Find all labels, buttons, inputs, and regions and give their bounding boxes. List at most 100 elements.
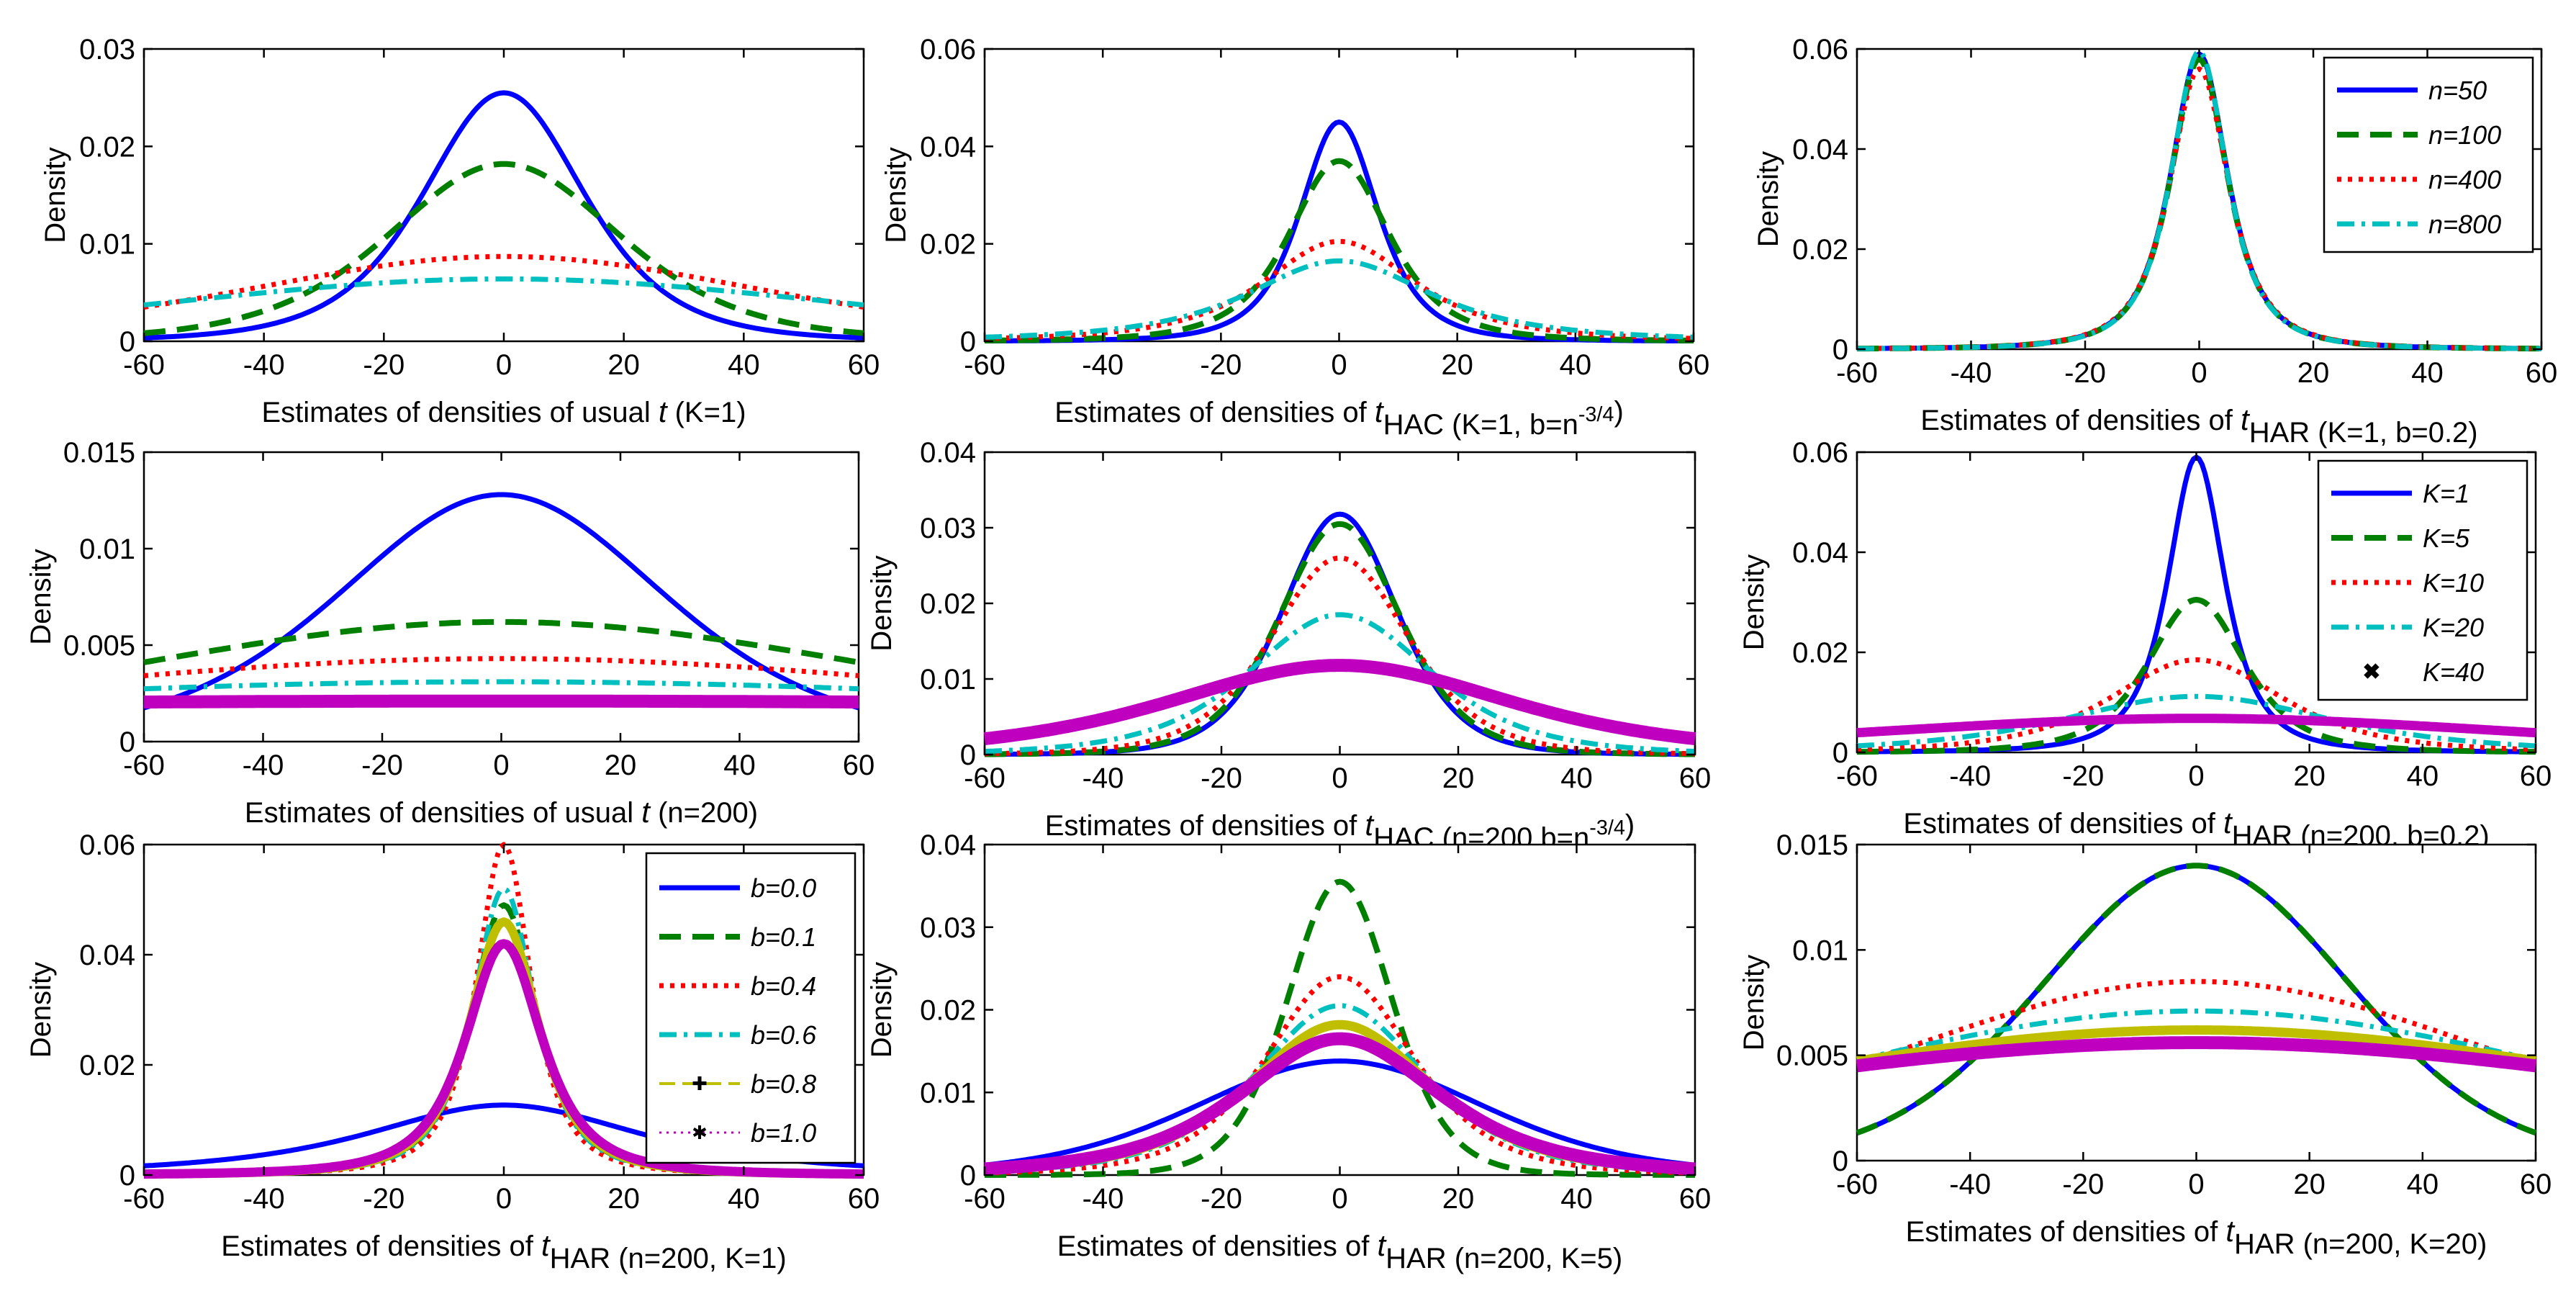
x-tick-label: -40	[243, 349, 285, 381]
series-line-n=800	[143, 276, 864, 307]
series-line-b=1.0	[981, 1032, 1699, 1176]
x-tick-label: 20	[2297, 357, 2330, 389]
y-tick-label: 0.04	[920, 131, 976, 163]
x-tick-label: 20	[1442, 1183, 1475, 1215]
x-axis-label: Estimates of densities of usual t (K=1)	[261, 395, 746, 428]
chart-panel-p32: -60 -40 -20 0 20 40 60 0 0.01 0.02 0.03 0.04 Density…	[866, 829, 1711, 1274]
series-line-K=40	[140, 694, 862, 708]
y-tick-label: 0.02	[920, 229, 976, 261]
series-line-b=1.0	[1853, 1036, 2540, 1073]
x-tick-label: -60	[964, 762, 1005, 794]
x-tick-label: 60	[2526, 357, 2558, 389]
y-axis-label: Density	[25, 962, 57, 1058]
legend-entry-label: K=20	[2423, 613, 2484, 642]
y-axis-label: Density	[1753, 151, 1784, 247]
y-axis-label: Density	[880, 147, 912, 243]
x-tick-label: 20	[607, 1183, 640, 1215]
x-axis-label: Estimates of densities of tHAR (n=200, K…	[221, 1228, 786, 1274]
x-tick-label: -40	[243, 1183, 285, 1215]
y-tick-label: 0.03	[79, 34, 135, 66]
series-line-n=100	[143, 161, 864, 336]
y-tick-label: 0.06	[920, 34, 976, 66]
chart-panel-p11: -60 -40 -20 0 20 40 60 0 0.01 0.02 0.03 Density Esti…	[40, 34, 880, 428]
y-tick-label: 0.015	[1776, 829, 1848, 861]
series-line-K=20	[984, 612, 1696, 754]
legend-entry-label: b=0.0	[751, 873, 816, 903]
y-axis-label: Density	[1738, 554, 1770, 650]
y-tick-label: 0.005	[63, 630, 135, 662]
x-tick-label: 0	[493, 750, 509, 781]
x-tick-label: 40	[1560, 762, 1593, 794]
x-tick-label: -40	[1082, 349, 1124, 381]
series-line-b=0.4	[984, 974, 1696, 1176]
x-tick-label: 20	[1441, 349, 1473, 381]
x-axis-label: Estimates of densities of tHAC (K=1, b=n…	[1054, 395, 1624, 441]
x-axis-label: Estimates of densities of tHAC (n=200,b=…	[1045, 808, 1635, 854]
x-tick-label: 0	[1332, 762, 1347, 794]
x-axis-label: Estimates of densities of tHAR (n=200, K…	[1906, 1214, 2487, 1260]
x-tick-label: -20	[1201, 1183, 1242, 1215]
x-tick-label: 0	[2188, 1169, 2204, 1200]
y-tick-label: 0.02	[920, 995, 976, 1027]
legend-entry-label: b=0.1	[751, 922, 816, 952]
x-tick-label: -40	[1949, 1169, 1991, 1200]
y-tick-label: 0	[960, 1160, 976, 1192]
y-tick-label: 0.02	[79, 131, 135, 163]
x-tick-label: -40	[1951, 357, 1992, 389]
y-tick-label: 0.01	[79, 534, 135, 565]
y-tick-label: 0.04	[1792, 134, 1848, 166]
x-tick-label: 0	[2191, 357, 2207, 389]
legend-entry-label: K=10	[2423, 568, 2484, 598]
x-tick-label: 60	[848, 349, 880, 381]
x-tick-label: 60	[2520, 1169, 2552, 1200]
series-line-K=1	[143, 492, 859, 711]
series-line-b=0.0	[984, 1058, 1696, 1168]
series-line-b=0.6	[1856, 1008, 2536, 1063]
x-tick-label: 60	[1678, 349, 1710, 381]
x-tick-label: -20	[2062, 760, 2104, 792]
x-tick-label: 20	[605, 750, 637, 781]
chart-panel-p33: -60 -40 -20 0 20 40 60 0 0.005 0.01 0.015 Density Es…	[1738, 829, 2552, 1260]
legend-marker: ✖	[2362, 660, 2380, 684]
x-axis-label: Estimates of densities of usual t (n=200…	[245, 795, 758, 829]
plot-area	[983, 843, 1696, 1176]
y-tick-label: 0.02	[79, 1050, 135, 1081]
series-line-n=50	[143, 90, 864, 341]
legend-entry-label: b=0.4	[751, 971, 816, 1001]
series-line-b=0.4	[1856, 978, 2537, 1068]
y-tick-label: 0.04	[920, 437, 976, 469]
legend-entry-label: K=1	[2423, 479, 2469, 508]
chart-panel-p23: -60 -40 -20 0 20 40 6000.020.040.06DensityEsti…	[1738, 437, 2552, 852]
y-tick-label: 0	[1832, 737, 1848, 769]
x-tick-label: 60	[1679, 1183, 1712, 1215]
x-tick-label: -20	[1201, 762, 1242, 794]
y-tick-label: 0.04	[1792, 537, 1848, 569]
legend-entry-label: n=50	[2428, 76, 2487, 105]
x-tick-label: 40	[723, 750, 756, 781]
y-tick-label: 0	[960, 739, 976, 771]
y-tick-label: 0.02	[920, 588, 976, 620]
y-axis-label: Density	[40, 147, 71, 243]
legend-marker: ✱	[692, 1122, 708, 1143]
x-tick-label: -40	[1083, 1183, 1124, 1215]
x-tick-label: -20	[361, 750, 403, 781]
y-tick-label: 0.04	[920, 829, 976, 861]
x-tick-label: -40	[243, 750, 284, 781]
legend-entry-label: b=0.8	[751, 1069, 816, 1099]
x-tick-label: 40	[1560, 349, 1592, 381]
legend: K=1 K=5 K=10 K=20 ✖ K=40	[2317, 459, 2528, 701]
x-tick-label: 40	[1560, 1183, 1593, 1215]
series-line-K=5	[143, 618, 859, 665]
x-tick-label: 60	[1679, 762, 1712, 794]
x-tick-label: -40	[1949, 760, 1991, 792]
x-tick-label: 40	[2407, 760, 2439, 792]
y-tick-label: 0.015	[63, 437, 135, 469]
x-tick-label: -60	[1836, 760, 1878, 792]
series-line-b=0.8	[1855, 1025, 2538, 1066]
plot-area	[983, 48, 1695, 343]
x-tick-label: 40	[728, 349, 760, 381]
legend-entry-label: b=1.0	[751, 1118, 816, 1148]
y-tick-label: 0	[119, 1160, 135, 1192]
chart-panel-p12: -60 -40 -20 0 20 40 60 0 0.02 0.04 0.06 Density Esti…	[880, 34, 1709, 441]
x-tick-label: 0	[496, 349, 512, 381]
